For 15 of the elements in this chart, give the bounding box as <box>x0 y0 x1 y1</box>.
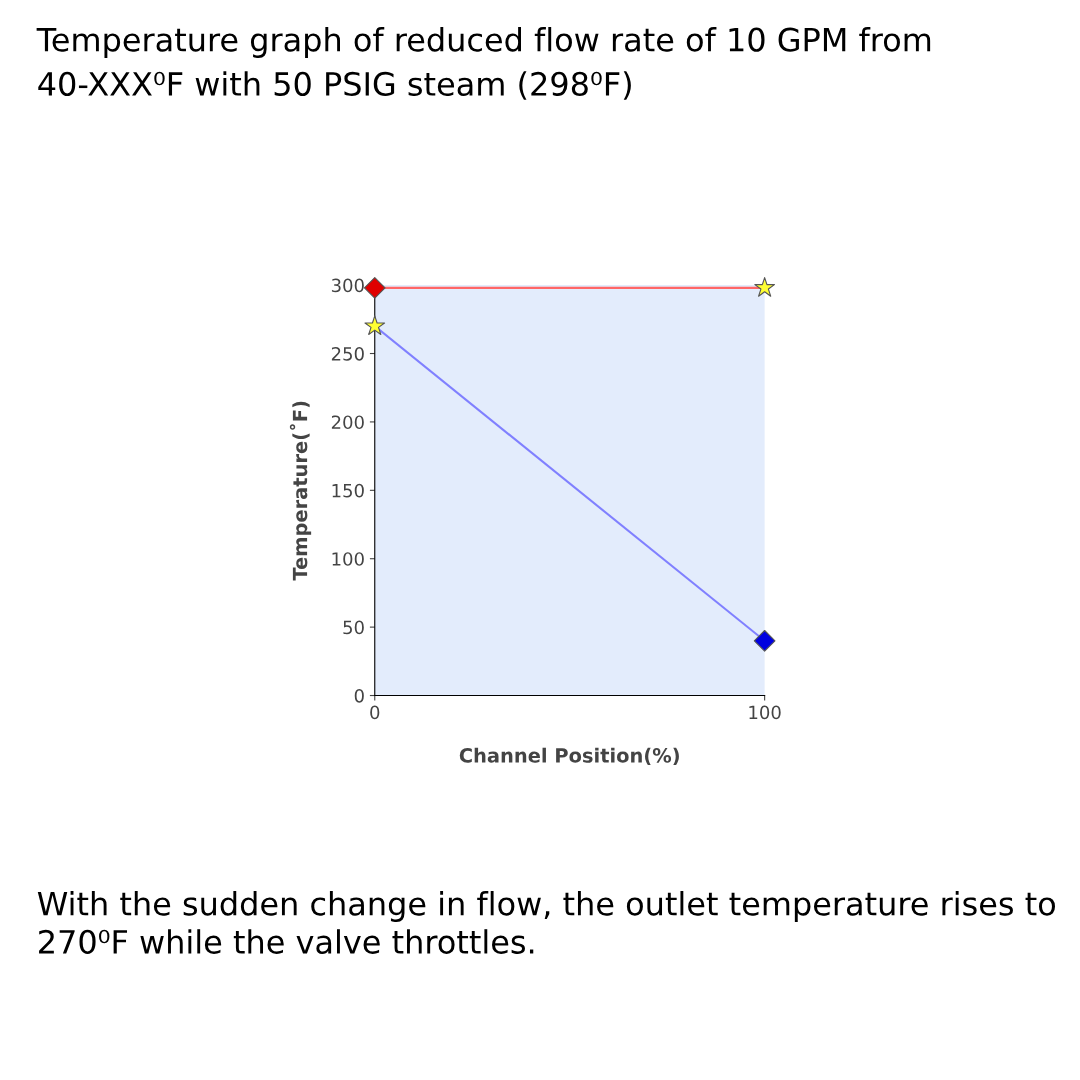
y-tick-label: 300 <box>331 278 364 293</box>
x-axis-title: Channel Position(%) <box>459 747 679 766</box>
y-tick-label: 150 <box>332 483 364 498</box>
text: With the sudden change in flow, the outlet temperature rises to 270⁰F while the valve throttles. <box>37 891 1056 954</box>
chart-title: Temperature graph of reduced flow rate of 10 GPM from 40-XXX⁰F with 50 PSIG steam (298⁰F) <box>36 27 931 100</box>
point <box>754 277 775 297</box>
y-tick-label: 50 <box>343 620 364 635</box>
point <box>753 629 776 652</box>
y-tick-label: 250 <box>331 346 364 361</box>
point <box>363 277 386 299</box>
point <box>364 315 386 336</box>
y-tick-label: 200 <box>331 415 364 430</box>
y-axis-title: Temperature(˚F) <box>289 401 312 581</box>
y-tick-label: 0 <box>354 688 364 703</box>
y-tick-label: 100 <box>332 552 364 566</box>
